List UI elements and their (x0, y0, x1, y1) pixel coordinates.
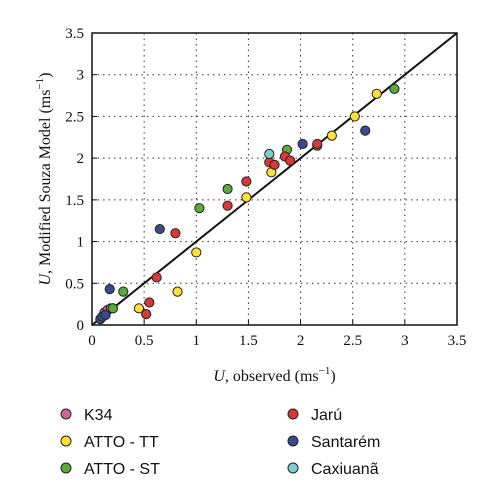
axis-ticks: 0 0.5 1 1.5 2 2.5 3 3.5 0 0.5 1 1.5 2 2.5 3 3.5 (65, 26, 466, 349)
point-jaru (269, 159, 280, 170)
y-tick-label: 0 (77, 318, 85, 334)
point-santarem (154, 223, 165, 235)
legend-marker-jaru (287, 408, 299, 420)
data-points (95, 83, 400, 325)
legend-label-atto-st: ATTO - ST (84, 461, 160, 478)
point-atto-tt (241, 192, 252, 203)
y-axis-label-text: , Modified Souza Model (ms (37, 90, 54, 274)
legend-marker-santarem (287, 435, 299, 447)
x-axis-label-text: , observed (ms (225, 368, 319, 385)
legend-label-caxiuana: Caxiuanã (311, 461, 379, 478)
x-axis-label-var: U (213, 368, 226, 385)
y-tick-label: 3.5 (65, 26, 84, 42)
point-santarem (100, 309, 111, 321)
x-tick-label: 1.5 (239, 333, 258, 349)
y-axis-label-close: ) (37, 72, 54, 77)
y-axis-label-sup: −1 (34, 78, 46, 90)
point-atto-tt (172, 286, 183, 297)
point-atto-st (389, 83, 400, 94)
legend-label-k34: K34 (84, 407, 113, 424)
point-santarem (297, 138, 308, 150)
x-tick-label: 1 (193, 333, 201, 349)
point-atto-st (222, 183, 233, 195)
point-atto-tt (371, 88, 382, 100)
point-caxiuana (264, 148, 275, 160)
x-tick-label: 2 (297, 333, 305, 349)
x-tick-label: 0.5 (135, 333, 154, 349)
x-axis-label-close: ) (330, 368, 335, 385)
point-atto-tt (133, 303, 145, 314)
legend-label-jaru: Jarú (311, 407, 342, 424)
point-jaru (151, 272, 162, 283)
point-jaru (222, 200, 233, 211)
point-jaru (285, 155, 296, 166)
x-tick-label: 3.5 (448, 333, 467, 349)
legend-marker-atto-st (60, 462, 72, 474)
legend-label-santarem: Santarém (311, 434, 380, 451)
point-atto-st (194, 203, 205, 214)
x-tick-label: 0 (88, 333, 96, 349)
point-jaru (170, 228, 181, 239)
legend-marker-caxiuana (287, 462, 299, 474)
point-atto-st (107, 303, 118, 314)
y-axis-label-var: U (37, 273, 54, 286)
y-tick-label: 1 (77, 235, 85, 251)
legend-label-atto-tt: ATTO - TT (84, 434, 159, 451)
legend: K34 ATTO - TT ATTO - ST Jarú Santarém Caxiuan… (60, 407, 380, 478)
y-axis-label: U, Modified Souza Model (ms−1) (34, 72, 54, 285)
x-tick-label: 3 (401, 333, 409, 349)
y-tick-label: 1.5 (65, 193, 84, 209)
x-tick-label: 2.5 (343, 333, 362, 349)
point-atto-tt (326, 130, 337, 141)
point-atto-tt (191, 247, 202, 258)
grid-lines (92, 33, 457, 325)
point-jaru (312, 138, 323, 150)
y-tick-label: 2.5 (65, 109, 84, 125)
y-tick-label: 3 (77, 68, 85, 84)
one-to-one-line (91, 32, 458, 326)
legend-marker-k34 (60, 408, 72, 420)
y-tick-label: 2 (77, 151, 85, 167)
point-jaru (144, 297, 155, 308)
point-jaru (141, 309, 152, 320)
point-atto-tt (349, 111, 360, 122)
y-tick-label: 0.5 (65, 276, 84, 292)
point-santarem (104, 284, 115, 295)
point-jaru (241, 176, 252, 187)
legend-marker-atto-tt (60, 435, 72, 447)
point-atto-st (118, 286, 129, 297)
x-axis-label: U, observed (ms−1) (213, 365, 335, 385)
x-axis-label-sup: −1 (319, 365, 331, 377)
plot-frame (91, 32, 458, 326)
point-santarem (360, 125, 371, 136)
